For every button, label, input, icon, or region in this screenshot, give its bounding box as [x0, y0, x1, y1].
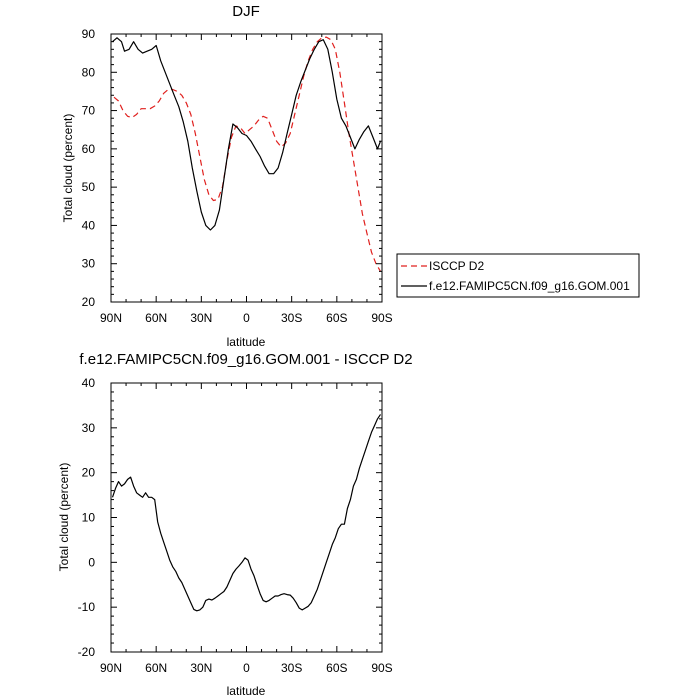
- bottom-chart: f.e12.FAMIPC5CN.f09_g16.GOM.001 - ISCCP …: [57, 351, 413, 698]
- y-tick-label: -20: [78, 645, 96, 659]
- x-tick-label: 0: [243, 661, 250, 675]
- x-tick-label: 60N: [145, 311, 167, 325]
- x-tick-label: 60S: [326, 661, 347, 675]
- y-tick-label: 30: [82, 421, 96, 435]
- legend-box: [396, 253, 640, 298]
- top-chart-ylabel: Total cloud (percent): [61, 114, 75, 223]
- x-tick-label: 90S: [371, 661, 392, 675]
- bottom-chart-ylabel: Total cloud (percent): [57, 463, 71, 572]
- series-line: [113, 36, 382, 272]
- y-tick-label: 20: [82, 466, 96, 480]
- y-tick-label: 90: [82, 27, 96, 41]
- y-tick-label: 10: [82, 511, 96, 525]
- series-line: [112, 37, 382, 231]
- x-tick-label: 90N: [100, 661, 122, 675]
- bottom-chart-y-axis: -20 -10 0 10 20 30 40: [78, 376, 382, 659]
- y-tick-label: 30: [82, 257, 96, 271]
- y-tick-label: 20: [82, 295, 96, 309]
- top-chart-xlabel: latitude: [227, 335, 266, 349]
- x-tick-label: 60N: [145, 661, 167, 675]
- x-tick-label: 30N: [190, 311, 212, 325]
- y-tick-label: 40: [82, 376, 96, 390]
- bottom-chart-frame: [110, 382, 383, 653]
- x-tick-label: 30S: [281, 311, 302, 325]
- bottom-chart-series: [111, 414, 381, 612]
- top-chart: DJF 90N 60N 30N 0 30S 60S 90S 20 30 40 50 60 70 80 90…: [61, 3, 640, 349]
- bottom-chart-title: f.e12.FAMIPC5CN.f09_g16.GOM.001 - ISCCP …: [79, 351, 412, 368]
- top-chart-y-axis: 20 30 40 50 60 70 80 90: [82, 27, 382, 309]
- x-tick-label: 60S: [326, 311, 347, 325]
- bottom-chart-x-axis: 90N 60N 30N 0 30S 60S 90S: [100, 383, 393, 675]
- top-chart-title: DJF: [232, 3, 260, 20]
- y-tick-label: -10: [78, 600, 96, 614]
- x-tick-label: 30S: [281, 661, 302, 675]
- x-tick-label: 90N: [100, 311, 122, 325]
- y-tick-label: 40: [82, 218, 96, 232]
- x-tick-label: 0: [243, 311, 250, 325]
- series-line: [111, 414, 381, 612]
- legend: ISCCP D2 f.e12.FAMIPC5CN.f09_g16.GOM.001: [396, 253, 640, 298]
- bottom-chart-xlabel: latitude: [227, 684, 266, 698]
- y-tick-label: 0: [88, 555, 95, 569]
- x-tick-label: 30N: [190, 661, 212, 675]
- y-tick-label: 80: [82, 65, 96, 79]
- legend-label-isccp: ISCCP D2: [429, 259, 484, 273]
- top-chart-frame: [110, 33, 383, 303]
- x-tick-label: 90S: [371, 311, 392, 325]
- y-tick-label: 60: [82, 142, 96, 156]
- top-chart-x-axis: 90N 60N 30N 0 30S 60S 90S: [100, 34, 393, 325]
- top-chart-series: [112, 36, 382, 272]
- y-tick-label: 50: [82, 180, 96, 194]
- y-tick-label: 70: [82, 104, 96, 118]
- legend-label-model: f.e12.FAMIPC5CN.f09_g16.GOM.001: [429, 279, 630, 293]
